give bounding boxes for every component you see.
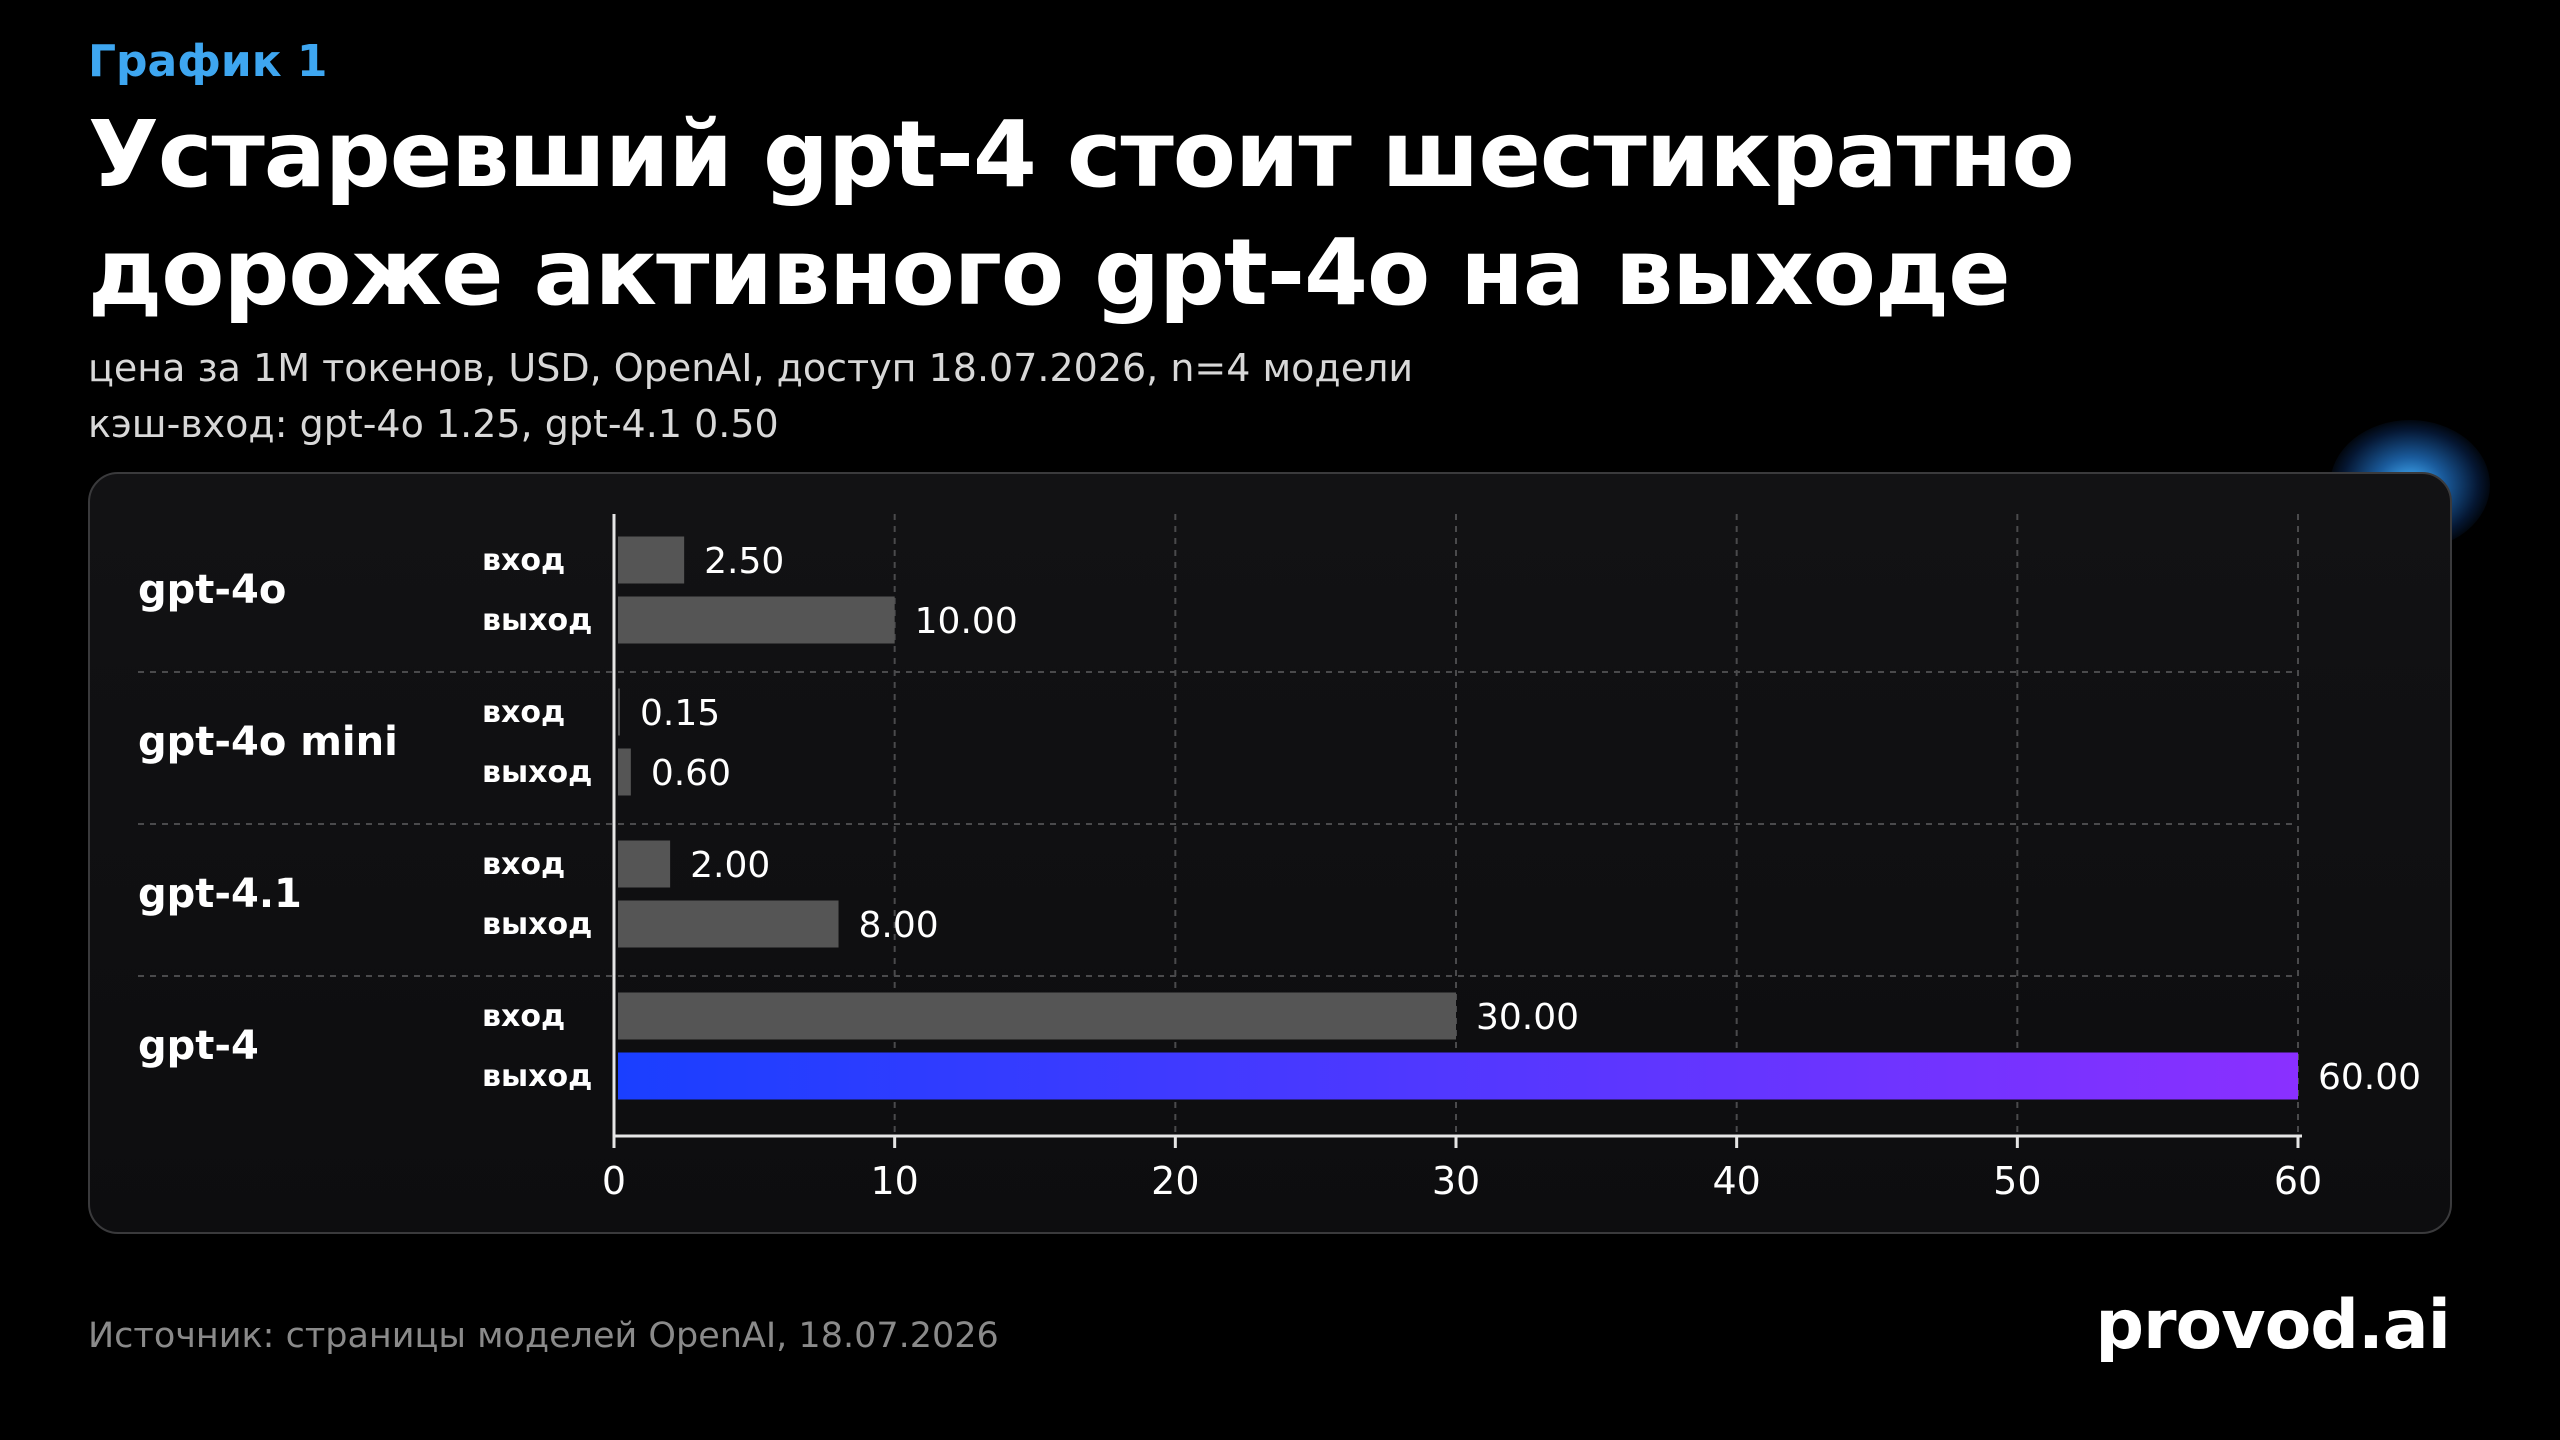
bar: [618, 748, 631, 796]
chart-kicker: График 1: [88, 36, 328, 87]
bar-category-label: выход: [482, 907, 592, 942]
bar: [618, 840, 671, 888]
bar-category-label: вход: [482, 695, 565, 730]
model-label: gpt-4.1: [138, 871, 302, 917]
chart-title-line-1: Устаревший gpt-4 стоит шестикратно: [88, 101, 2075, 208]
chart-subtitle-line-2: кэш-вход: gpt-4o 1.25, gpt-4.1 0.50: [88, 402, 779, 446]
bar-value-label: 60.00: [2318, 1057, 2421, 1098]
bar-chart: gpt-4o вход 2.50 выход 10.00 gpt-4o mini вход 0…: [138, 514, 2421, 1203]
x-tick-label: 60: [2274, 1159, 2322, 1203]
bar-value-label: 8.00: [859, 905, 939, 946]
chart-subtitle-line-1: цена за 1M токенов, USD, OpenAI, доступ …: [88, 346, 1414, 390]
bar-value-label: 0.60: [651, 753, 731, 794]
bar-value-label: 0.15: [640, 693, 720, 734]
bar: [618, 596, 895, 644]
x-tick-label: 10: [870, 1159, 918, 1203]
bar: [618, 992, 1456, 1040]
chart-title: Устаревший gpt-4 стоит шестикратно дорож…: [88, 96, 2388, 332]
bar-category-label: выход: [482, 603, 592, 638]
x-tick-label: 40: [1712, 1159, 1760, 1203]
bar-highlight: [618, 1052, 2298, 1100]
chart-panel: gpt-4o вход 2.50 выход 10.00 gpt-4o mini вход 0…: [88, 472, 2452, 1234]
chart-title-line-2: дороже активного gpt-4o на выходе: [88, 219, 2011, 326]
bar-value-label: 2.00: [690, 845, 770, 886]
x-tick-label: 50: [1993, 1159, 2041, 1203]
bar: [618, 900, 839, 948]
bar: [618, 688, 620, 736]
bar-category-label: вход: [482, 847, 565, 882]
x-tick-label: 20: [1151, 1159, 1199, 1203]
x-tick-label: 30: [1432, 1159, 1480, 1203]
brand-logo: provod.ai: [2095, 1286, 2451, 1365]
bar-category-label: вход: [482, 543, 565, 578]
bar-value-label: 2.50: [704, 541, 784, 582]
bar-category-label: выход: [482, 1059, 592, 1094]
bar-category-label: вход: [482, 999, 565, 1034]
bar-category-label: выход: [482, 755, 592, 790]
bar-value-label: 10.00: [915, 601, 1018, 642]
chart-subtitle: цена за 1M токенов, USD, OpenAI, доступ …: [88, 340, 1413, 452]
model-label: gpt-4o mini: [138, 719, 398, 765]
bar: [618, 536, 685, 584]
model-label: gpt-4: [138, 1023, 259, 1069]
x-tick-label: 0: [602, 1159, 626, 1203]
source-note: Источник: страницы моделей OpenAI, 18.07…: [88, 1316, 999, 1356]
bar-value-label: 30.00: [1476, 997, 1579, 1038]
model-label: gpt-4o: [138, 567, 286, 613]
